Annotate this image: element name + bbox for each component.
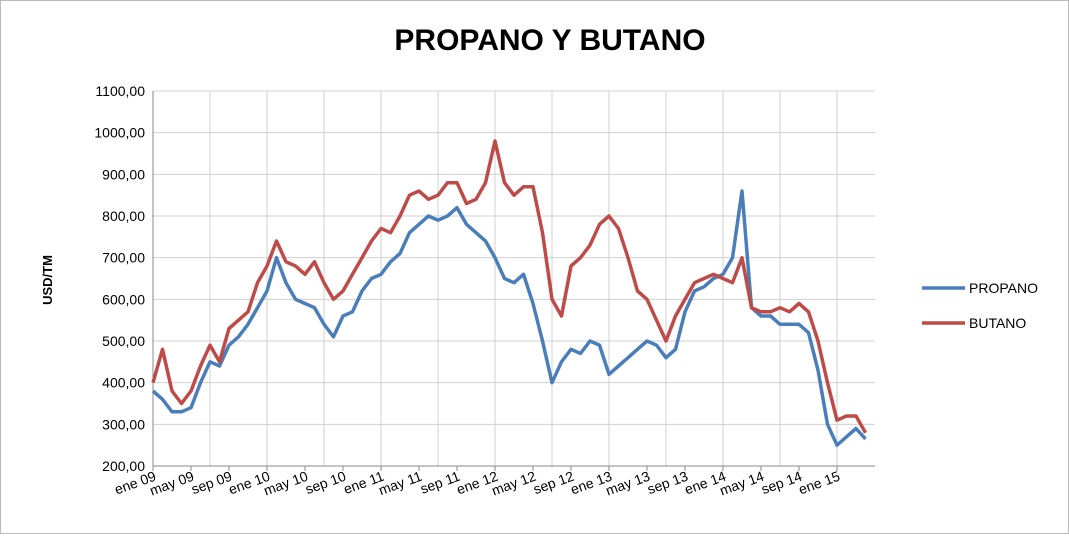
y-tick-label: 400,00 — [102, 375, 145, 391]
line-series — [151, 139, 868, 434]
y-tick-label: 1100,00 — [95, 83, 145, 99]
y-tick-label: 300,00 — [102, 416, 145, 432]
y-tick-label: 800,00 — [102, 208, 145, 224]
y-tick-label: 600,00 — [102, 291, 145, 307]
y-tick-label: 1000,00 — [94, 125, 145, 141]
chart-title: PROPANO Y BUTANO — [394, 24, 705, 57]
y-tick-label: 500,00 — [102, 333, 145, 349]
line-series — [151, 189, 867, 447]
y-tick-label: 200,00 — [102, 458, 145, 474]
legend-label: PROPANO — [969, 280, 1038, 296]
legend-label: BUTANO — [969, 315, 1026, 331]
y-tick-label: 700,00 — [102, 250, 145, 266]
y-tick-label: 900,00 — [102, 166, 145, 182]
y-axis-label: USD/TM — [40, 255, 55, 305]
